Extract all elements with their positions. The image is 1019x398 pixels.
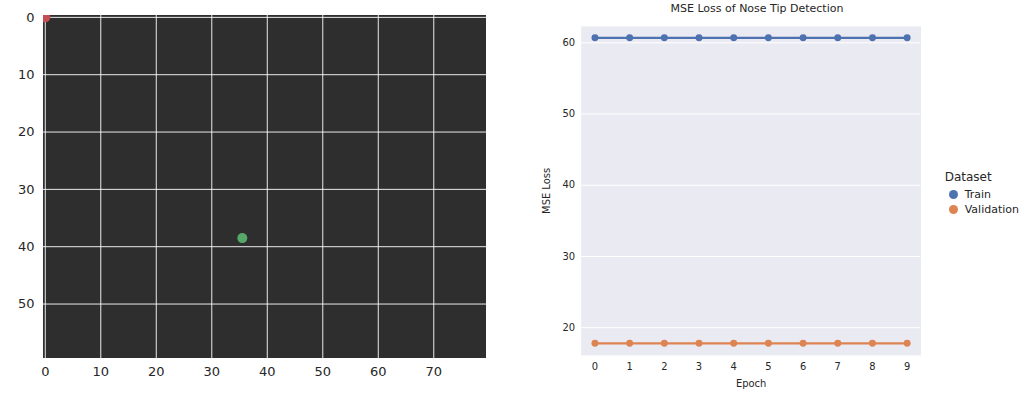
svg-text:50: 50	[563, 108, 576, 119]
svg-text:70: 70	[426, 364, 443, 379]
svg-text:30: 30	[18, 182, 35, 197]
svg-text:10: 10	[93, 364, 110, 379]
svg-text:1: 1	[627, 361, 633, 372]
svg-text:4: 4	[731, 361, 737, 372]
svg-text:2: 2	[661, 361, 667, 372]
svg-text:5: 5	[765, 361, 771, 372]
svg-text:40: 40	[563, 179, 576, 190]
svg-text:20: 20	[148, 364, 165, 379]
svg-text:40: 40	[18, 239, 35, 254]
html-text:Dataset: Dataset	[944, 170, 992, 184]
svg-text:6: 6	[800, 361, 806, 372]
svg-text:60: 60	[370, 364, 387, 379]
svg-text:0: 0	[41, 364, 49, 379]
svg-text:50: 50	[315, 364, 332, 379]
svg-text:0: 0	[592, 361, 598, 372]
svg-text:20: 20	[18, 124, 35, 139]
svg-text:30: 30	[563, 251, 576, 262]
svg-text:40: 40	[259, 364, 276, 379]
html-text:MSE Loss of Nose Tip Detection: MSE Loss of Nose Tip Detection	[670, 2, 844, 15]
svg-text:20: 20	[563, 322, 576, 333]
html-text:Validation: Validation	[964, 203, 1019, 216]
svg-text:60: 60	[563, 37, 576, 48]
svg-text:0: 0	[26, 10, 34, 25]
svg-text:30: 30	[204, 364, 221, 379]
svg-text:Epoch: Epoch	[736, 378, 766, 389]
svg-text:7: 7	[835, 361, 841, 372]
svg-text:3: 3	[696, 361, 702, 372]
svg-text:10: 10	[18, 67, 35, 82]
html-text:Train: Train	[964, 188, 992, 201]
svg-text:9: 9	[904, 361, 910, 372]
svg-text:50: 50	[18, 296, 35, 311]
svg-text:8: 8	[870, 361, 876, 372]
svg-text:MSE Loss: MSE Loss	[542, 168, 553, 214]
